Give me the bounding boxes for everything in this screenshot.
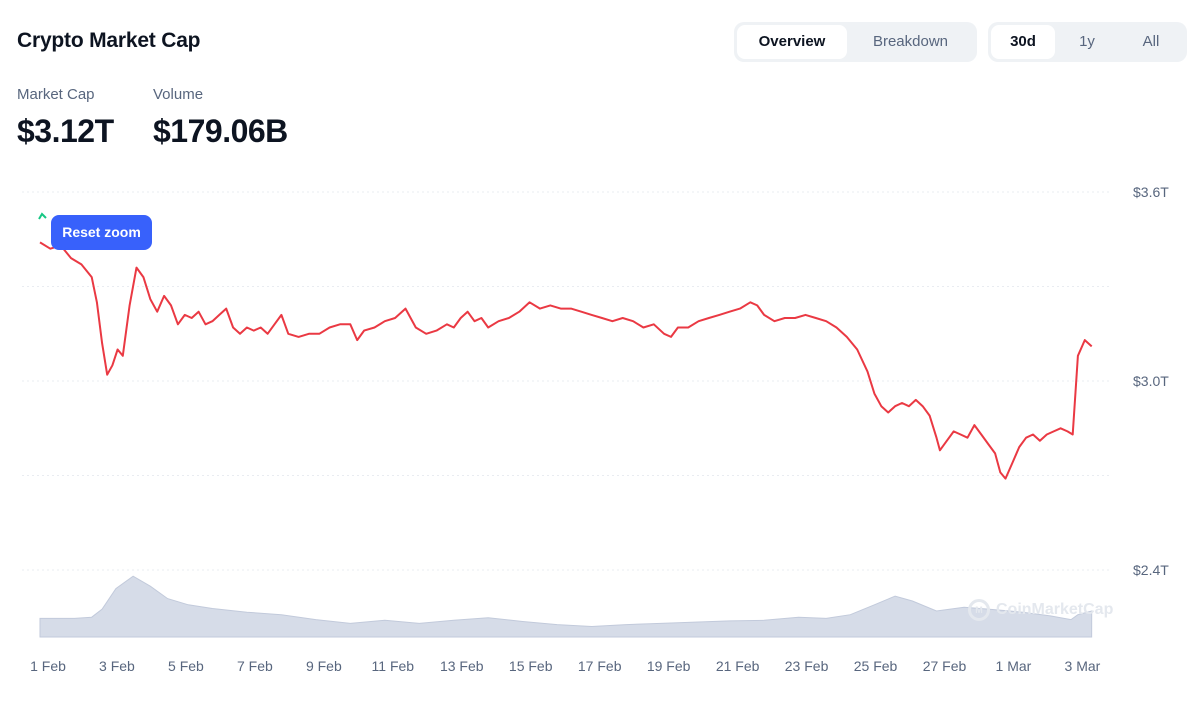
reset-zoom-button[interactable]: Reset zoom <box>51 215 152 250</box>
x-tick-label: 23 Feb <box>785 658 829 674</box>
x-tick-label: 1 Mar <box>996 658 1032 674</box>
volume-label: Volume <box>153 86 204 103</box>
x-tick-label: 11 Feb <box>372 658 415 674</box>
view-toggle: Overview Breakdown <box>734 22 977 62</box>
range-all-button[interactable]: All <box>1142 33 1160 50</box>
series-line-market-cap <box>39 241 1093 480</box>
x-tick-label: 13 Feb <box>440 658 484 674</box>
start-marker <box>38 212 47 220</box>
tab-overview[interactable]: Overview <box>737 25 847 59</box>
x-tick-label: 27 Feb <box>923 658 967 674</box>
range-toggle: 30d 1y All <box>988 22 1187 62</box>
x-tick-label: 1 Feb <box>30 658 66 674</box>
x-tick-label: 3 Feb <box>99 658 135 674</box>
x-tick-label: 25 Feb <box>854 658 898 674</box>
watermark-text: CoinMarketCap <box>996 601 1114 618</box>
coinmarketcap-logo-icon: M <box>968 599 990 621</box>
tab-breakdown[interactable]: Breakdown <box>872 33 949 50</box>
y-tick-label: $3.0T <box>1133 373 1169 389</box>
volume-area <box>39 575 1093 638</box>
x-tick-label: 15 Feb <box>509 658 553 674</box>
market-cap-value: $3.12T <box>17 113 114 149</box>
x-tick-label: 21 Feb <box>716 658 760 674</box>
x-tick-label: 5 Feb <box>168 658 204 674</box>
page-title: Crypto Market Cap <box>17 29 201 52</box>
market-cap-label: Market Cap <box>17 86 95 103</box>
watermark: M CoinMarketCap <box>968 599 1113 621</box>
volume-value: $179.06B <box>153 113 288 149</box>
range-1y-button[interactable]: 1y <box>1079 33 1095 50</box>
y-tick-label: $3.6T <box>1133 184 1169 200</box>
x-tick-label: 17 Feb <box>578 658 622 674</box>
x-tick-label: 3 Mar <box>1065 658 1101 674</box>
x-tick-label: 9 Feb <box>306 658 342 674</box>
x-tick-label: 7 Feb <box>237 658 273 674</box>
range-30d-button[interactable]: 30d <box>991 25 1055 59</box>
x-tick-label: 19 Feb <box>647 658 691 674</box>
y-tick-label: $2.4T <box>1133 562 1169 578</box>
